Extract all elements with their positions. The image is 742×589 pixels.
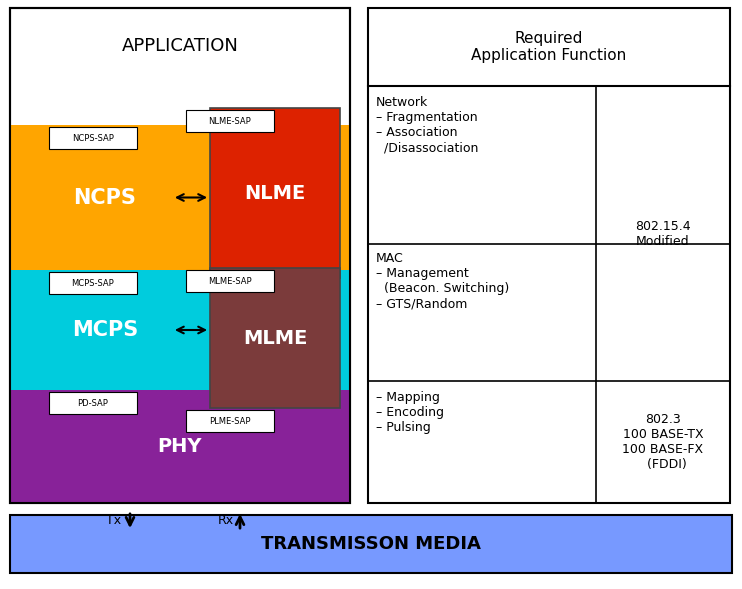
- Bar: [10, 8, 350, 503]
- Text: Tx: Tx: [106, 515, 122, 528]
- Bar: [210, 268, 340, 408]
- Bar: [49, 272, 137, 294]
- Bar: [10, 515, 732, 573]
- Text: MAC
– Management
  (Beacon. Switching)
– GTS/Random: MAC – Management (Beacon. Switching) – G…: [376, 252, 509, 310]
- Text: – Mapping
– Encoding
– Pulsing: – Mapping – Encoding – Pulsing: [376, 391, 444, 434]
- Bar: [10, 8, 350, 503]
- Bar: [186, 410, 274, 432]
- Text: 802.15.4
Modified: 802.15.4 Modified: [635, 220, 691, 247]
- Bar: [368, 8, 730, 503]
- Text: Network
– Fragmentation
– Association
  /Disassociation: Network – Fragmentation – Association /D…: [376, 96, 479, 154]
- Text: PLME-SAP: PLME-SAP: [209, 416, 251, 425]
- Text: NCPS: NCPS: [73, 187, 137, 207]
- Text: MLME: MLME: [243, 329, 307, 348]
- Text: PHY: PHY: [158, 437, 203, 456]
- Text: TRANSMISSON MEDIA: TRANSMISSON MEDIA: [261, 535, 481, 553]
- Bar: [10, 270, 350, 390]
- Text: APPLICATION: APPLICATION: [122, 37, 238, 55]
- Text: NCPS-SAP: NCPS-SAP: [72, 134, 114, 143]
- Bar: [49, 127, 137, 149]
- Bar: [10, 125, 350, 270]
- Bar: [10, 390, 350, 503]
- Text: PD-SAP: PD-SAP: [78, 399, 108, 408]
- Text: MCPS: MCPS: [72, 320, 138, 340]
- Bar: [210, 108, 340, 278]
- Text: Rx: Rx: [218, 515, 234, 528]
- Bar: [49, 392, 137, 414]
- Text: NLME-SAP: NLME-SAP: [209, 117, 252, 125]
- Bar: [186, 270, 274, 292]
- Text: 802.3
100 BASE-TX
100 BASE-FX
  (FDDI): 802.3 100 BASE-TX 100 BASE-FX (FDDI): [623, 413, 703, 471]
- Text: MCPS-SAP: MCPS-SAP: [72, 279, 114, 287]
- Text: NLME: NLME: [244, 184, 306, 203]
- Bar: [186, 110, 274, 132]
- Text: MLME-SAP: MLME-SAP: [209, 276, 252, 286]
- Text: Required
Application Function: Required Application Function: [471, 31, 627, 63]
